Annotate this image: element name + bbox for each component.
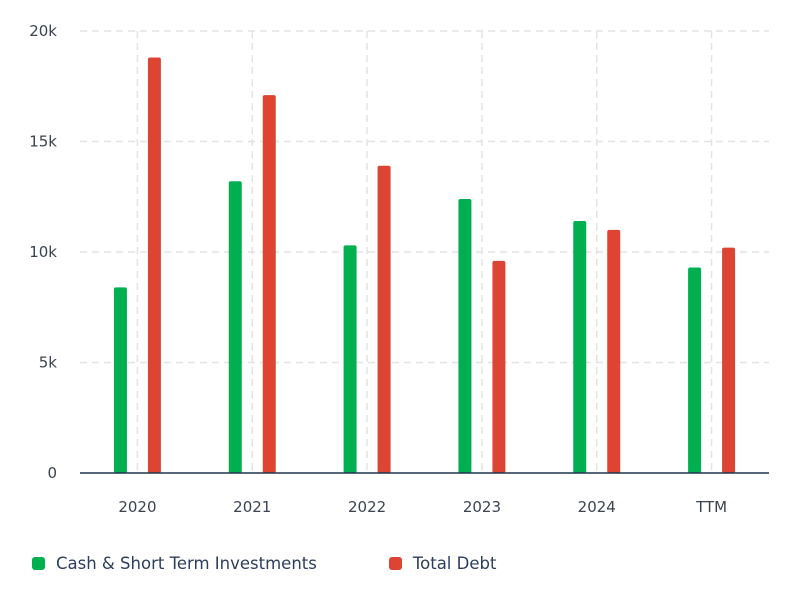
- bar-debt-2022: [377, 165, 391, 473]
- bar-cash-ttm: [688, 267, 702, 473]
- bar-debt-2023: [492, 260, 506, 473]
- x-tick-label: 2024: [578, 498, 616, 516]
- bar-cash-2022: [343, 245, 357, 473]
- bar-cash-2020: [113, 287, 127, 473]
- y-tick-label: 20k: [29, 22, 57, 40]
- legend-swatch-debt: [388, 557, 402, 570]
- y-tick-label: 5k: [39, 354, 58, 372]
- legend-item-debt[interactable]: Total Debt: [388, 554, 497, 573]
- bar-chart: 0 5k 10k 15k 20k 2020 2021 2022 2023 2024 TTM: [29, 22, 769, 516]
- bar-cash-2024: [573, 221, 587, 473]
- bar-debt-ttm: [722, 247, 736, 473]
- y-tick-label: 0: [47, 464, 57, 482]
- legend: Cash & Short Term Investments Total Debt: [32, 554, 568, 573]
- x-tick-label: 2020: [118, 498, 156, 516]
- bar-debt-2024: [607, 229, 621, 473]
- legend-swatch-cash: [32, 557, 45, 570]
- bar-debt-2020: [147, 57, 161, 474]
- x-tick-label: 2023: [463, 498, 501, 516]
- bar-cash-2023: [458, 198, 472, 473]
- x-tick-label: 2022: [348, 498, 386, 516]
- y-tick-label: 10k: [29, 243, 57, 261]
- x-tick-label: TTM: [695, 498, 727, 516]
- bar-cash-2021: [228, 181, 242, 473]
- bar-debt-2021: [262, 95, 276, 473]
- legend-item-cash[interactable]: Cash & Short Term Investments: [32, 554, 317, 573]
- legend-label-cash: Cash & Short Term Investments: [56, 554, 317, 573]
- x-tick-label: 2021: [233, 498, 271, 516]
- legend-label-debt: Total Debt: [412, 554, 497, 573]
- y-tick-label: 15k: [29, 133, 57, 151]
